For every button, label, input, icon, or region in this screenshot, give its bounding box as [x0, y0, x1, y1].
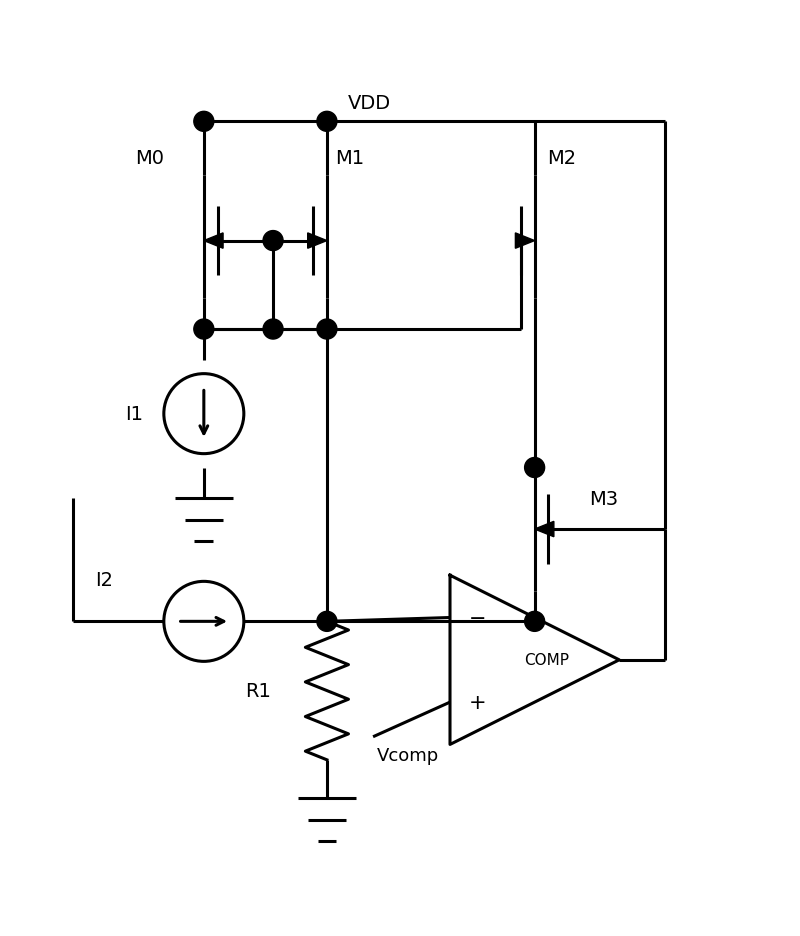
Circle shape [317, 112, 337, 132]
Circle shape [525, 612, 545, 632]
Circle shape [263, 320, 283, 340]
Circle shape [194, 112, 214, 132]
Text: +: + [470, 693, 487, 712]
Text: −: − [470, 607, 486, 628]
Text: Vcomp: Vcomp [377, 746, 439, 764]
Circle shape [194, 320, 214, 340]
Circle shape [525, 458, 545, 478]
Text: M0: M0 [135, 150, 165, 168]
Circle shape [263, 231, 283, 251]
Text: M2: M2 [547, 150, 576, 168]
Text: M1: M1 [335, 150, 365, 168]
Circle shape [317, 612, 337, 632]
Text: I2: I2 [95, 570, 113, 589]
Text: M3: M3 [590, 490, 618, 508]
Text: VDD: VDD [348, 94, 390, 113]
Polygon shape [204, 234, 223, 249]
Circle shape [317, 320, 337, 340]
Polygon shape [308, 234, 327, 249]
Polygon shape [515, 234, 534, 249]
Text: I1: I1 [126, 404, 144, 424]
Polygon shape [534, 521, 554, 537]
Text: COMP: COMP [524, 652, 569, 667]
Text: R1: R1 [245, 681, 270, 700]
